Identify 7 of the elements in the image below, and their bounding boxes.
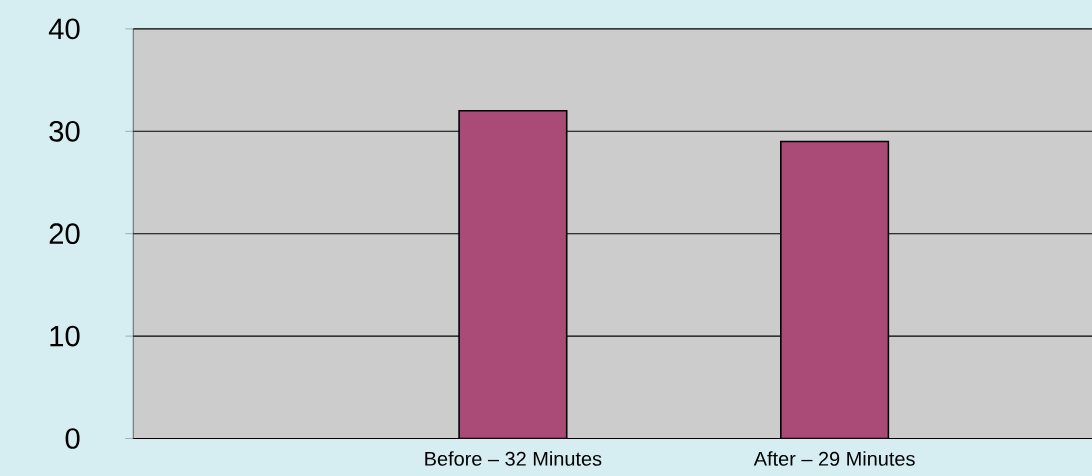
y-tick-label: 30 <box>49 120 80 142</box>
x-tick-label: After – 29 Minutes <box>753 450 915 466</box>
y-tick-label: 10 <box>50 325 80 347</box>
y-tick-label: 20 <box>49 223 80 244</box>
x-tick-label: Before – 32 Minutes <box>425 450 602 466</box>
y-tick-label: 0 <box>65 427 80 449</box>
y-tick-label: 40 <box>48 18 80 40</box>
